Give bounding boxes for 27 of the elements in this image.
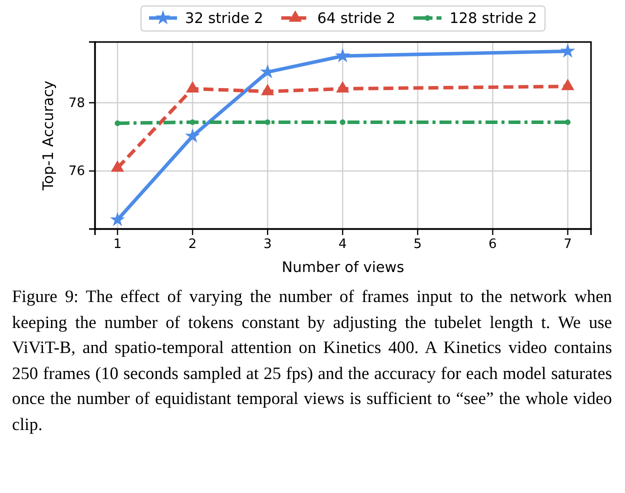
x-tick-label: 4: [338, 237, 347, 252]
point: [336, 81, 350, 93]
legend-label: 128 stride 2: [450, 11, 537, 27]
point: [340, 119, 346, 126]
y-tick-label: 76: [68, 164, 85, 180]
caption: Figure 9: The effect of varying the number of frames input to the network when keeping the number of tokens constant by adjusting the tubelet length t. We use ViViT-B, and spatio-temporal attention on Kinetics 400. A Kinetics video contains 250 frames (10 seconds sampled at 25 fps) and the accuracy for each model saturates once the number of equidistant temporal views is sufficient to “see” the whole video clip.: [12, 285, 612, 436]
point: [261, 84, 274, 96]
legend-label: 32 stride 2: [185, 11, 264, 27]
point: [190, 119, 196, 126]
point: [114, 120, 120, 126]
point: [185, 128, 200, 143]
x-tick-label: 1: [113, 237, 122, 252]
point: [186, 81, 200, 93]
x-tick-label: 2: [188, 237, 197, 252]
x-tick-label: 3: [263, 237, 272, 252]
x-tick-label: 5: [414, 237, 422, 252]
y-tick-label: 78: [68, 96, 85, 111]
point: [110, 212, 126, 226]
point: [560, 43, 576, 58]
y-axis-title: Top-1 Accuracy: [41, 80, 57, 192]
legend-label: 64 stride 2: [317, 11, 396, 27]
x-tick-label: 6: [488, 237, 497, 252]
x-tick-label: 7: [564, 237, 572, 252]
point: [110, 160, 124, 172]
point: [335, 48, 350, 62]
point: [561, 78, 574, 90]
x-axis-title: Number of views: [282, 260, 404, 276]
